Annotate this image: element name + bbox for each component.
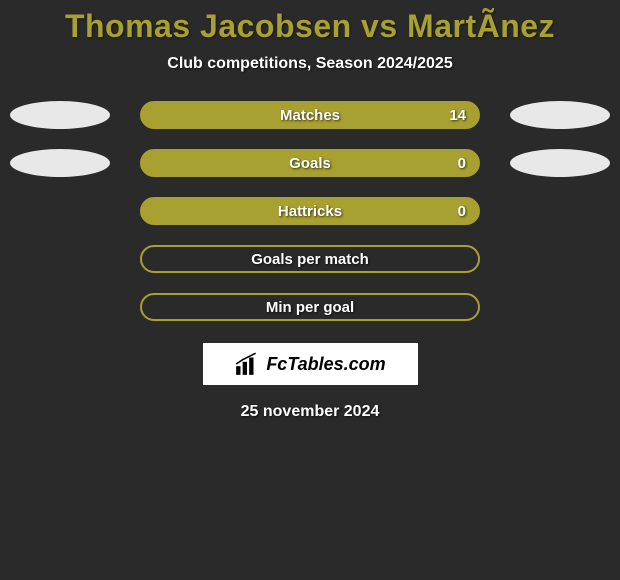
stat-bar: Goals 0 xyxy=(140,149,480,177)
stats-list: Matches 14 Goals 0 Hattricks 0 Goals per match… xyxy=(0,101,620,321)
comparison-card: Thomas Jacobsen vs MartÃ­nez Club compet… xyxy=(0,0,620,421)
stat-value-right: 0 xyxy=(458,155,466,172)
stat-value-right: 14 xyxy=(449,107,466,124)
page-title: Thomas Jacobsen vs MartÃ­nez xyxy=(0,8,620,45)
stat-bar: Min per goal xyxy=(140,293,480,321)
subtitle: Club competitions, Season 2024/2025 xyxy=(0,55,620,73)
ellipse-left xyxy=(10,101,110,129)
stat-label: Goals xyxy=(289,155,331,172)
stat-row: Matches 14 xyxy=(0,101,620,129)
stat-row: Hattricks 0 xyxy=(0,197,620,225)
ellipse-right xyxy=(510,149,610,177)
stat-label: Goals per match xyxy=(251,251,369,268)
stat-row: Goals per match xyxy=(0,245,620,273)
stat-value-right: 0 xyxy=(458,203,466,220)
logo-text: FcTables.com xyxy=(266,354,385,375)
stat-label: Min per goal xyxy=(266,299,354,316)
stat-bar: Hattricks 0 xyxy=(140,197,480,225)
logo-box[interactable]: FcTables.com xyxy=(203,343,418,385)
bars-icon xyxy=(234,351,260,377)
stat-label: Matches xyxy=(280,107,340,124)
stat-bar: Matches 14 xyxy=(140,101,480,129)
stat-row: Goals 0 xyxy=(0,149,620,177)
ellipse-left xyxy=(10,149,110,177)
ellipse-right xyxy=(510,101,610,129)
stat-row: Min per goal xyxy=(0,293,620,321)
stat-bar: Goals per match xyxy=(140,245,480,273)
stat-label: Hattricks xyxy=(278,203,342,220)
date-text: 25 november 2024 xyxy=(0,403,620,421)
